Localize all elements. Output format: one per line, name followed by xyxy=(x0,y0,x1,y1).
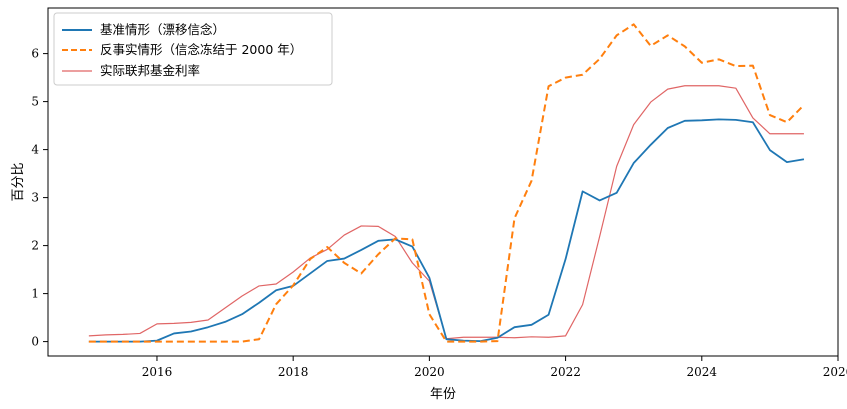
legend-box xyxy=(53,12,333,86)
series-layer xyxy=(88,23,805,343)
y-axis-title: 百分比 xyxy=(11,162,26,201)
legend-label-baseline: 基准情形（漂移信念） xyxy=(100,22,225,37)
x-tick-label: 2026 xyxy=(823,365,847,379)
legend-label-actual: 实际联邦基金利率 xyxy=(100,63,200,78)
series-line-counterfactual xyxy=(88,23,805,343)
y-tick-label: 3 xyxy=(31,191,39,205)
legend-label-counterfactual: 反事实情形（信念冻结于 2000 年） xyxy=(100,42,302,57)
y-tick-label: 6 xyxy=(31,47,39,61)
x-tick-label: 2024 xyxy=(687,365,718,379)
x-tick-label: 2016 xyxy=(142,365,173,379)
x-tick-label: 2020 xyxy=(414,365,445,379)
legend: 基准情形（漂移信念） 反事实情形（信念冻结于 2000 年） 实际联邦基金利率 xyxy=(53,12,333,86)
y-tick-label: 0 xyxy=(31,335,39,349)
y-axis: 0 1 2 3 4 5 6 xyxy=(31,47,48,349)
y-tick-label: 4 xyxy=(31,143,39,157)
y-tick-label: 5 xyxy=(31,95,39,109)
x-tick-label: 2022 xyxy=(550,365,581,379)
y-tick-label: 1 xyxy=(31,287,39,301)
x-axis: 2016 2018 2020 2022 2024 2026 xyxy=(142,356,847,379)
y-tick-label: 2 xyxy=(31,239,39,253)
x-axis-title: 年份 xyxy=(430,387,456,402)
x-tick-label: 2018 xyxy=(278,365,309,379)
series-line-baseline xyxy=(88,118,805,343)
